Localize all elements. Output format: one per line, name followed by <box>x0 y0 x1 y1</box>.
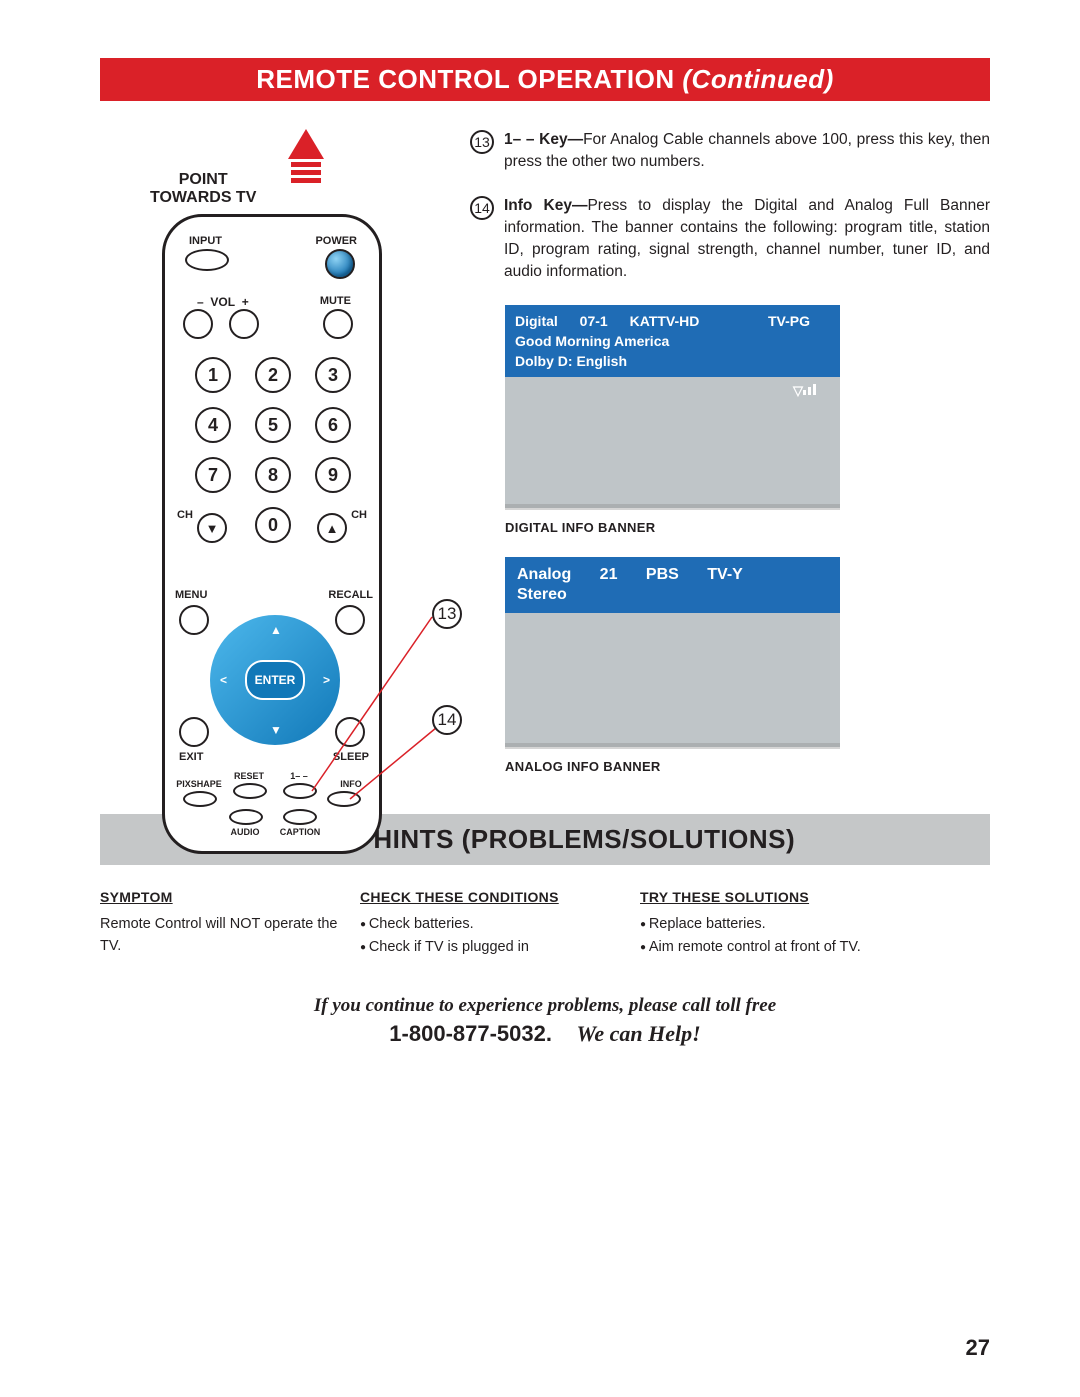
dig-audio: Dolby D: English <box>515 353 627 369</box>
button-reset <box>233 783 267 799</box>
footer-phone: 1-800-877-5032. <box>389 1021 552 1046</box>
ana-rating: TV-Y <box>707 566 743 583</box>
item-13-title: 1– – Key— <box>504 131 583 148</box>
descriptions-column: 13 1– – Key—For Analog Cable channels ab… <box>470 129 990 774</box>
button-enter: ENTER <box>245 660 305 700</box>
label-power: POWER <box>315 235 357 247</box>
col-solutions-header: TRY THESE SOLUTIONS <box>640 889 940 905</box>
cond-2: Check if TV is plugged in <box>360 936 620 959</box>
button-9: 9 <box>315 457 351 493</box>
button-7: 7 <box>195 457 231 493</box>
button-8: 8 <box>255 457 291 493</box>
cond-1: Check batteries. <box>360 913 620 936</box>
dig-ch: 07-1 <box>580 313 608 329</box>
label-recall: RECALL <box>328 589 373 601</box>
label-audio: AUDIO <box>225 827 265 837</box>
page-number: 27 <box>966 1335 990 1361</box>
button-vol-down <box>183 309 213 339</box>
footer: If you continue to experience problems, … <box>100 995 990 1047</box>
digital-banner-screenshot: Digital 07-1 KATTV-HD TV-PG Good Morning… <box>505 305 840 508</box>
button-power <box>325 249 355 279</box>
dig-rating: TV-PG <box>768 311 810 331</box>
digital-banner-label: DIGITAL INFO BANNER <box>505 520 990 535</box>
label-pixshape: PIXSHAPE <box>173 779 225 789</box>
label-exit: EXIT <box>179 751 203 763</box>
button-1: 1 <box>195 357 231 393</box>
ana-call: PBS <box>646 566 679 583</box>
button-2: 2 <box>255 357 291 393</box>
point-line2: TOWARDS TV <box>150 189 256 207</box>
label-ch-right: CH <box>351 509 367 521</box>
item-14: 14 Info Key—Press to display the Digital… <box>470 195 990 283</box>
label-input: INPUT <box>189 235 222 247</box>
point-towards-label: POINT TOWARDS TV <box>150 171 256 207</box>
help-table: SYMPTOM Remote Control will NOT operate … <box>100 889 990 959</box>
arrow-up-icon <box>288 129 324 186</box>
header-continued: (Continued) <box>682 64 833 94</box>
button-3: 3 <box>315 357 351 393</box>
section-header: REMOTE CONTROL OPERATION (Continued) <box>100 58 990 101</box>
button-ch-up: ▲ <box>317 513 347 543</box>
footer-help: We can Help! <box>576 1021 700 1046</box>
item-14-num: 14 <box>470 196 494 220</box>
item-13-num: 13 <box>470 130 494 154</box>
button-audio <box>229 809 263 825</box>
button-caption <box>283 809 317 825</box>
ana-audio: Stereo <box>517 585 828 605</box>
nav-ring: ▲ ▼ < > ENTER <box>210 615 340 745</box>
label-reset: RESET <box>231 771 267 781</box>
dig-type: Digital <box>515 313 558 329</box>
col-symptom-header: SYMPTOM <box>100 889 340 905</box>
label-caption: CAPTION <box>275 827 325 837</box>
label-ch-left: CH <box>177 509 193 521</box>
button-mute <box>323 309 353 339</box>
button-input <box>185 249 229 271</box>
symptom-text: Remote Control will NOT operate the TV. <box>100 913 340 957</box>
remote-diagram-column: POINT TOWARDS TV INPUT POWER – VOL + <box>100 129 470 774</box>
button-4: 4 <box>195 407 231 443</box>
button-0: 0 <box>255 507 291 543</box>
leader-line-14 <box>350 789 470 819</box>
button-vol-up <box>229 309 259 339</box>
button-6: 6 <box>315 407 351 443</box>
label-vol: – VOL + <box>197 295 249 309</box>
label-menu: MENU <box>175 589 207 601</box>
analog-banner-label: ANALOG INFO BANNER <box>505 759 990 774</box>
header-title: REMOTE CONTROL OPERATION <box>256 64 674 94</box>
footer-line1: If you continue to experience problems, … <box>100 995 990 1017</box>
ana-ch: 21 <box>600 566 618 583</box>
label-mute: MUTE <box>320 295 351 307</box>
item-14-title: Info Key— <box>504 197 587 214</box>
dig-call: KATTV-HD <box>630 313 700 329</box>
button-menu <box>179 605 209 635</box>
button-ch-down: ▼ <box>197 513 227 543</box>
callout-14: 14 <box>432 705 462 735</box>
ana-type: Analog <box>517 566 571 583</box>
sol-2: Aim remote control at front of TV. <box>640 936 940 959</box>
button-5: 5 <box>255 407 291 443</box>
callout-13: 13 <box>432 599 462 629</box>
signal-icon: ▽ <box>793 381 816 401</box>
analog-banner-screenshot: Analog 21 PBS TV-Y Stereo <box>505 557 840 747</box>
remote-illustration: INPUT POWER – VOL + MUTE 1 2 3 4 5 <box>162 214 382 854</box>
point-line1: POINT <box>150 171 256 189</box>
sol-1: Replace batteries. <box>640 913 940 936</box>
button-exit <box>179 717 209 747</box>
dig-program: Good Morning America <box>515 331 830 351</box>
col-conditions-header: CHECK THESE CONDITIONS <box>360 889 620 905</box>
item-13: 13 1– – Key—For Analog Cable channels ab… <box>470 129 990 173</box>
button-pixshape <box>183 791 217 807</box>
